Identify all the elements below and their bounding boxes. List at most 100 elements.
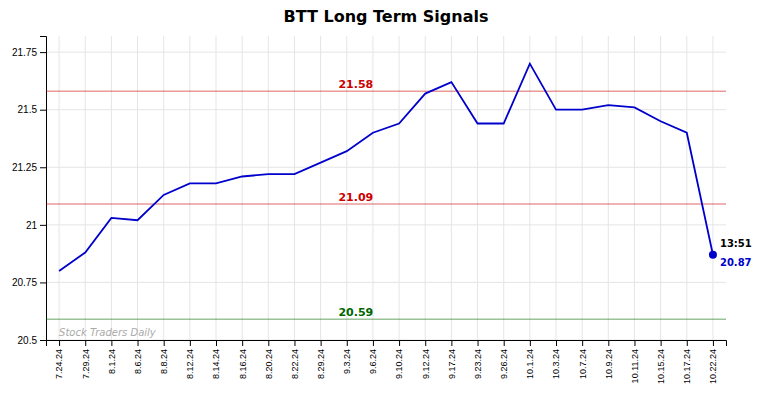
tick: 8.6.24 [133, 340, 143, 374]
tick-label: 20.5 [18, 335, 38, 346]
grid-line [320, 36, 321, 340]
grid-line [111, 36, 112, 340]
tick-mark [347, 340, 348, 346]
grid [46, 36, 726, 340]
tick-mark [40, 52, 46, 53]
grid-line [137, 36, 138, 340]
tick: 21.25 [12, 162, 46, 173]
tick-label: 10.1.24 [525, 349, 535, 379]
grid-line [268, 36, 269, 340]
grid-line [46, 52, 726, 53]
grid-line [46, 167, 726, 168]
tick-mark [138, 340, 139, 346]
tick-mark [216, 340, 217, 346]
tick-label: 10.7.24 [578, 349, 588, 379]
grid-line [660, 36, 661, 340]
tick-label: 10.3.24 [551, 349, 561, 379]
tick-label: 9.17.24 [447, 349, 457, 379]
tick: 20.75 [12, 277, 46, 288]
grid-line [242, 36, 243, 340]
tick-mark [373, 340, 374, 346]
tick-mark [451, 340, 452, 346]
tick: 9.3.24 [342, 340, 352, 374]
tick-mark [190, 340, 191, 346]
tick-mark [530, 340, 531, 346]
reference-line [46, 319, 726, 321]
grid-line [163, 36, 164, 340]
tick-label: 8.20.24 [264, 349, 274, 379]
tick-label: 9.26.24 [499, 349, 509, 379]
tick-mark [478, 340, 479, 346]
line [59, 64, 713, 271]
tick: 10.3.24 [551, 340, 561, 379]
grid-line [399, 36, 400, 340]
tick: 7.29.24 [81, 340, 91, 379]
tick-label: 8.12.24 [185, 349, 195, 379]
tick-mark [40, 110, 46, 111]
grid-line [294, 36, 295, 340]
grid-line [85, 36, 86, 340]
tick-mark [661, 340, 662, 346]
tick: 8.8.24 [159, 340, 169, 374]
tick-label: 10.9.24 [604, 349, 614, 379]
tick: 10.1.24 [525, 340, 535, 379]
axis-line [47, 341, 727, 347]
tick-mark [425, 340, 426, 346]
last-point [709, 251, 717, 259]
tick-mark [59, 340, 60, 346]
tick: 8.1.24 [107, 340, 117, 374]
tick-label: 20.75 [12, 277, 37, 288]
reference-line [46, 91, 726, 93]
tick-mark [608, 340, 609, 346]
tick: 10.22.24 [708, 340, 718, 384]
axis-line [40, 37, 47, 341]
tick: 10.9.24 [604, 340, 614, 379]
grid-line [634, 36, 635, 340]
tick-label: 8.29.24 [316, 349, 326, 379]
grid-line [46, 109, 726, 110]
tick-mark [85, 340, 86, 346]
tick: 7.24.24 [54, 340, 64, 379]
tick: 9.23.24 [473, 340, 483, 379]
tick-mark [582, 340, 583, 346]
y-axis: 20.520.752121.2521.521.75 [12, 37, 47, 346]
tick-label: 10.17.24 [682, 349, 692, 384]
tick-mark [268, 340, 269, 346]
tick-mark [399, 340, 400, 346]
series [59, 64, 717, 271]
tick: 10.17.24 [682, 340, 692, 384]
plot: 20.520.752121.2521.521.757.24.247.29.248… [12, 36, 752, 384]
grid-line [216, 36, 217, 340]
tick-mark [40, 167, 46, 168]
tick: 9.6.24 [368, 340, 378, 374]
grid-line [59, 36, 60, 340]
reference-lines [46, 91, 726, 319]
tick-label: 7.29.24 [81, 349, 91, 379]
tick-label: 10.15.24 [656, 349, 666, 384]
tick-mark [713, 340, 714, 346]
chart: 20.520.752121.2521.521.757.24.247.29.248… [0, 0, 784, 398]
tick: 9.10.24 [394, 340, 404, 379]
tick-mark [40, 340, 46, 341]
tick-label: 9.12.24 [421, 349, 431, 379]
tick-mark [40, 282, 46, 283]
tick-mark [556, 340, 557, 346]
tick: 21.75 [12, 47, 46, 58]
last-value-label: 20.87 [720, 257, 752, 268]
tick: 20.5 [18, 335, 46, 346]
tick: 21 [26, 220, 46, 231]
tick-label: 21 [26, 220, 38, 231]
tick: 8.16.24 [238, 340, 248, 379]
tick-label: 8.6.24 [133, 349, 143, 374]
grid-line [425, 36, 426, 340]
grid-line [503, 36, 504, 340]
grid-line [582, 36, 583, 340]
tick: 10.11.24 [630, 340, 640, 383]
tick: 8.14.24 [211, 340, 221, 379]
tick-mark [321, 340, 322, 346]
tick: 9.17.24 [447, 340, 457, 379]
tick-label: 9.6.24 [368, 349, 378, 374]
tick: 9.12.24 [421, 340, 431, 379]
watermark: Stock Traders Daily [59, 327, 157, 338]
tick-label: 21.25 [12, 162, 37, 173]
